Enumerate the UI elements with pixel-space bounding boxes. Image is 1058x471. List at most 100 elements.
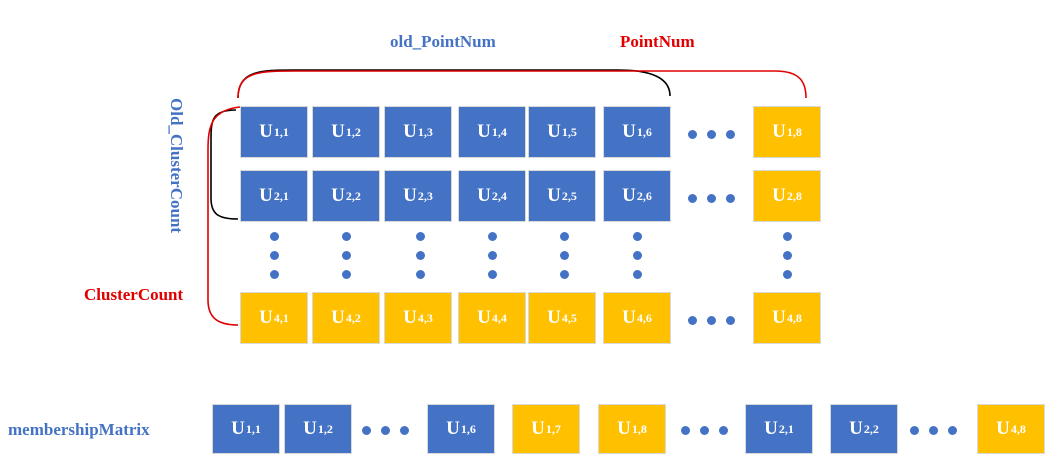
membership-cell-u-1-8: U 1,8 — [598, 404, 666, 454]
cell-u-4-8: U 4,8 — [753, 292, 821, 344]
cell-u-1-5: U 1,5 — [528, 106, 596, 158]
cell-base: U — [259, 121, 273, 142]
cell-base: U — [403, 307, 417, 328]
membership-cell-u-1-6: U 1,6 — [427, 404, 495, 454]
cell-base: U — [259, 307, 273, 328]
cell-base: U — [446, 418, 460, 439]
horizontal-ellipsis-dot — [687, 193, 697, 203]
cell-subscript: 2,2 — [345, 188, 361, 203]
vertical-ellipsis-dot — [269, 231, 279, 241]
cell-base: U — [331, 121, 345, 142]
cell-base: U — [331, 185, 345, 206]
vertical-ellipsis-dot — [782, 269, 792, 279]
horizontal-ellipsis-dot — [687, 315, 697, 325]
cell-subscript: 4,1 — [273, 310, 289, 325]
cell-u-4-1: U 4,1 — [240, 292, 308, 344]
cell-base: U — [772, 121, 786, 142]
horizontal-ellipsis-dot — [361, 425, 371, 435]
cell-subscript: 4,2 — [345, 310, 361, 325]
cell-base: U — [531, 418, 545, 439]
cell-subscript: 1,4 — [491, 124, 507, 139]
membership-cell-u-4-8: U 4,8 — [977, 404, 1045, 454]
cell-u-2-5: U 2,5 — [528, 170, 596, 222]
cell-base: U — [403, 185, 417, 206]
vertical-ellipsis-dot — [782, 250, 792, 260]
vertical-ellipsis-dot — [487, 250, 497, 260]
cell-u-2-8: U 2,8 — [753, 170, 821, 222]
membership-cell-u-2-1: U 2,1 — [745, 404, 813, 454]
cell-u-2-2: U 2,2 — [312, 170, 380, 222]
cell-base: U — [477, 185, 491, 206]
cell-subscript: 1,1 — [245, 421, 261, 436]
vertical-ellipsis-dot — [341, 231, 351, 241]
vertical-ellipsis-dot — [782, 231, 792, 241]
cell-base: U — [617, 418, 631, 439]
horizontal-ellipsis-dot — [706, 129, 716, 139]
old-point-num-label: old_PointNum — [390, 32, 496, 51]
cluster-count-brace — [207, 106, 241, 326]
horizontal-ellipsis-dot — [718, 425, 728, 435]
cell-u-1-8: U 1,8 — [753, 106, 821, 158]
old-point-num-brace — [237, 69, 671, 99]
vertical-ellipsis-dot — [632, 269, 642, 279]
cell-subscript: 1,6 — [636, 124, 652, 139]
cell-subscript: 1,2 — [317, 421, 333, 436]
membership-cell-u-2-2: U 2,2 — [830, 404, 898, 454]
horizontal-ellipsis-dot — [725, 315, 735, 325]
cell-subscript: 1,1 — [273, 124, 289, 139]
vertical-ellipsis-dot — [559, 269, 569, 279]
vertical-ellipsis-dot — [487, 269, 497, 279]
cell-u-2-3: U 2,3 — [384, 170, 452, 222]
horizontal-ellipsis-dot — [947, 425, 957, 435]
cell-u-4-6: U 4,6 — [603, 292, 671, 344]
cell-subscript: 4,8 — [786, 310, 802, 325]
horizontal-ellipsis-dot — [706, 193, 716, 203]
cell-u-1-3: U 1,3 — [384, 106, 452, 158]
membership-cell-u-1-1: U 1,1 — [212, 404, 280, 454]
horizontal-ellipsis-dot — [909, 425, 919, 435]
cell-subscript: 4,6 — [636, 310, 652, 325]
cell-base: U — [259, 185, 273, 206]
cell-subscript: 4,3 — [417, 310, 433, 325]
cell-base: U — [772, 185, 786, 206]
cell-subscript: 2,8 — [786, 188, 802, 203]
vertical-ellipsis-dot — [487, 231, 497, 241]
cell-subscript: 4,4 — [491, 310, 507, 325]
cell-base: U — [996, 418, 1010, 439]
cell-u-4-5: U 4,5 — [528, 292, 596, 344]
cell-subscript: 4,8 — [1010, 421, 1026, 436]
horizontal-ellipsis-dot — [725, 129, 735, 139]
cell-base: U — [849, 418, 863, 439]
membership-cell-u-1-2: U 1,2 — [284, 404, 352, 454]
cell-base: U — [547, 121, 561, 142]
cell-subscript: 1,5 — [561, 124, 577, 139]
vertical-ellipsis-dot — [559, 231, 569, 241]
cell-subscript: 1,7 — [545, 421, 561, 436]
vertical-ellipsis-dot — [415, 269, 425, 279]
cell-base: U — [403, 121, 417, 142]
cell-base: U — [547, 185, 561, 206]
horizontal-ellipsis-dot — [680, 425, 690, 435]
old-cluster-count-brace — [210, 109, 239, 220]
cell-u-4-3: U 4,3 — [384, 292, 452, 344]
cell-base: U — [547, 307, 561, 328]
vertical-ellipsis-dot — [341, 250, 351, 260]
vertical-ellipsis-dot — [269, 250, 279, 260]
cell-subscript: 4,5 — [561, 310, 577, 325]
cell-subscript: 2,4 — [491, 188, 507, 203]
point-num-label: PointNum — [620, 32, 695, 51]
cell-subscript: 1,6 — [460, 421, 476, 436]
cell-subscript: 2,1 — [778, 421, 794, 436]
cell-base: U — [772, 307, 786, 328]
cluster-count-label: ClusterCount — [84, 285, 184, 304]
vertical-ellipsis-dot — [632, 231, 642, 241]
vertical-ellipsis-dot — [269, 269, 279, 279]
cell-u-2-4: U 2,4 — [458, 170, 526, 222]
vertical-ellipsis-dot — [415, 250, 425, 260]
cell-subscript: 2,6 — [636, 188, 652, 203]
horizontal-ellipsis-dot — [699, 425, 709, 435]
horizontal-ellipsis-dot — [399, 425, 409, 435]
membership-cell-u-1-7: U 1,7 — [512, 404, 580, 454]
cell-u-1-1: U 1,1 — [240, 106, 308, 158]
